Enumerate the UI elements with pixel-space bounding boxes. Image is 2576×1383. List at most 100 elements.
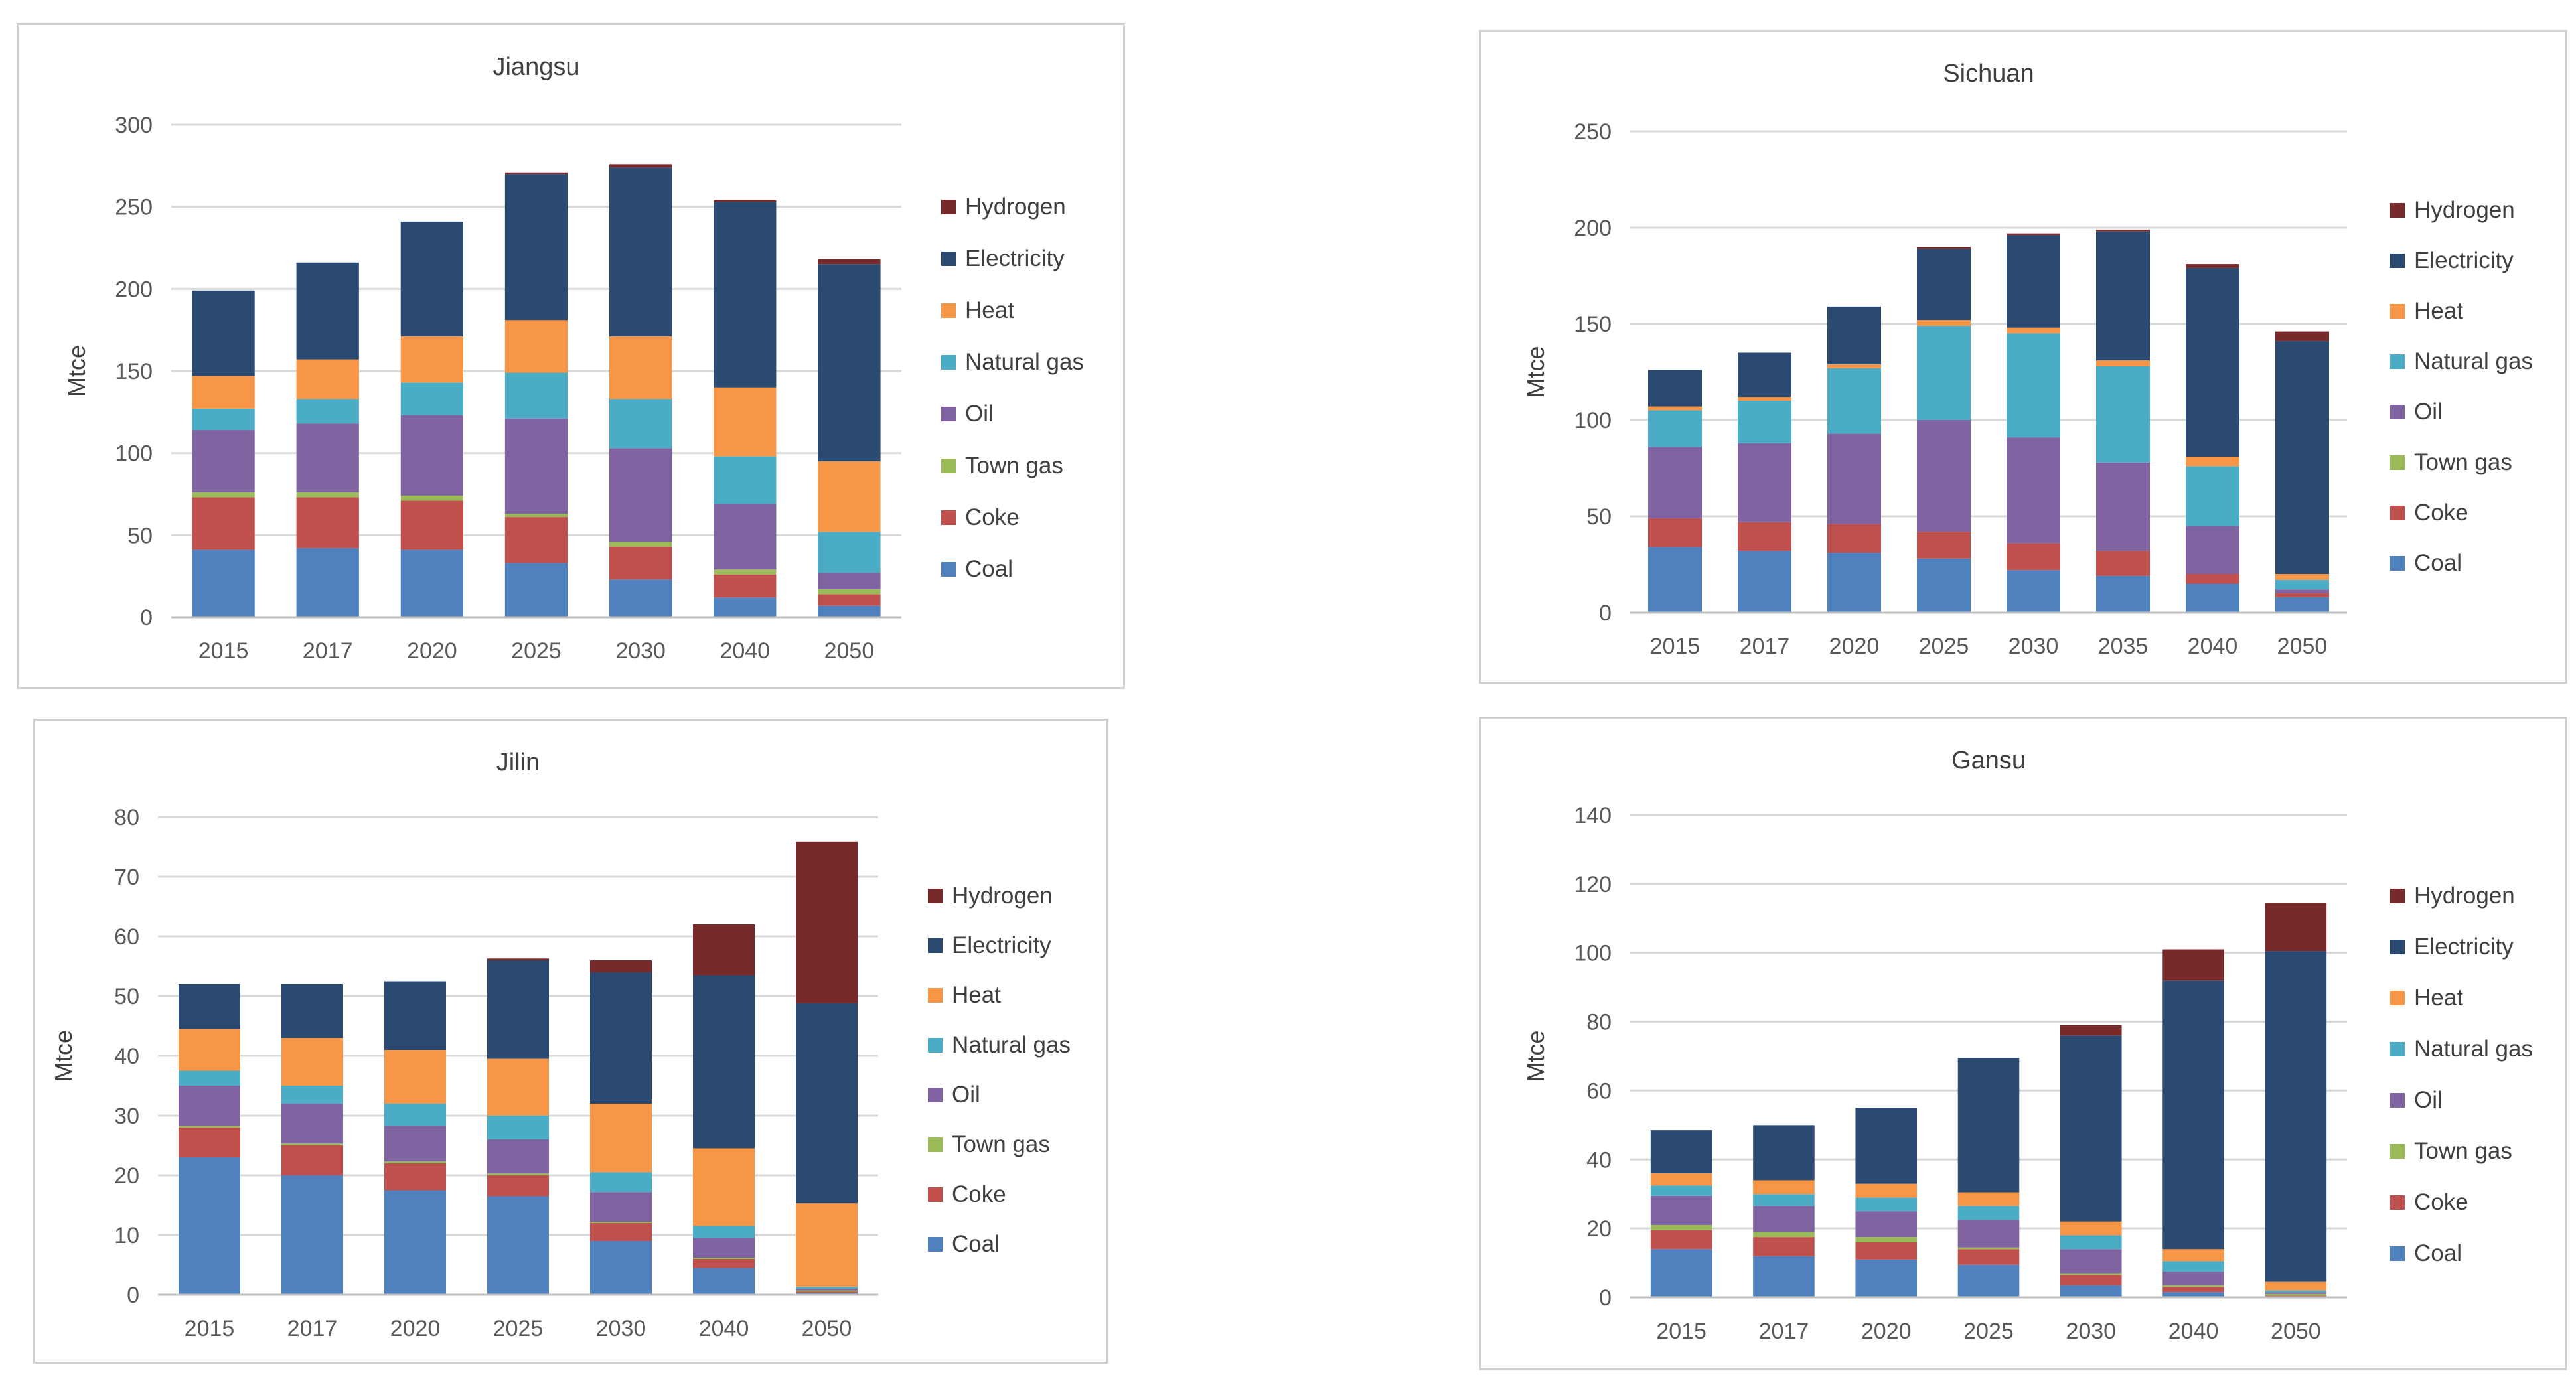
gansu-y-tick-label: 80 — [1586, 1010, 1612, 1035]
gansu-bar-hydrogen-2050 — [2265, 903, 2327, 952]
jiangsu-bar-hydrogen-2030 — [609, 164, 672, 168]
jilin-bar-coal-2040 — [693, 1268, 755, 1295]
sichuan-bar-hydrogen-2035 — [2096, 229, 2150, 232]
jiangsu-bar-coal-2040 — [714, 597, 777, 617]
jiangsu-bar-coke-2030 — [609, 546, 672, 580]
jilin-y-tick-label: 0 — [127, 1283, 139, 1308]
gansu-bar-town-gas-2015 — [1650, 1224, 1712, 1230]
sichuan-chart: Sichuan 0 50 100 150 200 250 Mtce 2015 2017 2020 20… — [1479, 30, 2567, 684]
gansu-bar-electricity-2050 — [2265, 951, 2327, 1282]
gansu-x-tick-label: 2025 — [1963, 1319, 2014, 1344]
sichuan-bar-coke-2035 — [2096, 551, 2150, 576]
jiangsu-bar-heat-2017 — [296, 359, 359, 400]
jilin-x-tick-label: 2017 — [287, 1316, 338, 1341]
jilin-bar-coal-2030 — [590, 1241, 652, 1295]
gansu-bar-natural-gas-2050 — [2265, 1290, 2327, 1293]
sichuan-legend-label-natural-gas: Natural gas — [2414, 348, 2533, 374]
gansu-x-tick-label: 2015 — [1656, 1319, 1706, 1344]
jiangsu-bar-heat-2015 — [192, 376, 255, 409]
jiangsu-bar-coke-2025 — [504, 517, 568, 563]
jilin-bar-hydrogen-2040 — [693, 924, 755, 976]
jiangsu-bar-electricity-2020 — [400, 221, 463, 337]
jiangsu-bar-hydrogen-2040 — [714, 200, 777, 202]
jiangsu-y-tick-label: 100 — [115, 441, 153, 467]
jiangsu-bar-coke-2015 — [192, 497, 255, 550]
gansu-chart-title: Gansu — [1951, 747, 2026, 774]
jilin-bar-natural-gas-2025 — [487, 1116, 549, 1139]
jilin-bar-heat-2025 — [487, 1058, 549, 1116]
gansu-bar-oil-2040 — [2162, 1272, 2224, 1285]
gansu-bar-coke-2040 — [2162, 1287, 2224, 1293]
jilin-bar-coke-2020 — [384, 1163, 446, 1191]
jiangsu-bar-heat-2030 — [609, 336, 672, 400]
sichuan-bar-hydrogen-2025 — [1917, 247, 1971, 249]
gansu-legend-label-hydrogen: Hydrogen — [2414, 883, 2515, 909]
jilin-legend-swatch-coke — [928, 1187, 943, 1202]
jilin-x-tick-label: 2020 — [390, 1316, 441, 1341]
sichuan-legend-swatch-heat — [2390, 304, 2405, 319]
jiangsu-legend-swatch-electricity — [941, 252, 956, 266]
sichuan-bar-heat-2050 — [2275, 574, 2329, 580]
jiangsu-bar-coal-2015 — [192, 549, 255, 617]
jilin-legend-label-coal: Coal — [952, 1231, 1000, 1257]
jiangsu-legend-label-hydrogen: Hydrogen — [965, 194, 1066, 220]
gansu-bar-coal-2025 — [1957, 1264, 2020, 1297]
jiangsu-bar-heat-2040 — [714, 387, 777, 457]
sichuan-legend-label-coal: Coal — [2414, 550, 2462, 576]
jiangsu-bar-oil-2040 — [714, 504, 777, 570]
jilin-y-tick-label: 30 — [114, 1104, 139, 1129]
sichuan-bar-coke-2025 — [1917, 532, 1971, 559]
gansu-legend-swatch-hydrogen — [2390, 889, 2405, 903]
sichuan-x-tick-label: 2025 — [1919, 634, 1969, 659]
jilin-bar-electricity-2040 — [693, 975, 755, 1149]
jilin-bar-oil-2020 — [384, 1126, 446, 1162]
jilin-bar-coke-2025 — [487, 1175, 549, 1197]
jiangsu-x-tick-label: 2030 — [615, 638, 666, 664]
sichuan-bar-coal-2040 — [2186, 583, 2239, 613]
gansu-bar-heat-2050 — [2265, 1281, 2327, 1291]
gansu-bar-oil-2050 — [2265, 1292, 2327, 1294]
jiangsu-y-tick-label: 150 — [115, 359, 153, 384]
sichuan-x-tick-label: 2035 — [2098, 634, 2149, 659]
sichuan-y-tick-label: 0 — [1599, 601, 1612, 626]
jilin-bar-heat-2020 — [384, 1050, 446, 1104]
jiangsu-legend-swatch-coke — [941, 510, 956, 525]
sichuan-bar-natural-gas-2035 — [2096, 366, 2150, 463]
jilin-bar-coke-2050 — [796, 1291, 858, 1293]
gansu-bar-heat-2040 — [2162, 1249, 2224, 1262]
jilin-bar-town-gas-2030 — [590, 1222, 652, 1223]
sichuan-bar-heat-2035 — [2096, 360, 2150, 366]
sichuan-bar-coke-2015 — [1648, 518, 1702, 547]
jilin-bar-electricity-2030 — [590, 972, 652, 1104]
gansu-y-tick-label: 40 — [1586, 1147, 1612, 1173]
gansu-bar-town-gas-2030 — [2060, 1273, 2122, 1275]
jilin-bar-town-gas-2015 — [179, 1126, 240, 1128]
sichuan-x-tick-label: 2020 — [1829, 634, 1880, 659]
sichuan-chart-title: Sichuan — [1943, 60, 2034, 88]
jilin-bar-coal-2025 — [487, 1196, 549, 1295]
sichuan-bar-coal-2030 — [2007, 570, 2060, 613]
jiangsu-bar-electricity-2030 — [609, 167, 672, 337]
sichuan-bar-heat-2020 — [1827, 364, 1881, 368]
jilin-bar-oil-2025 — [487, 1139, 549, 1174]
gansu-legend-label-electricity: Electricity — [2414, 934, 2514, 960]
gansu-bar-coal-2040 — [2162, 1292, 2224, 1297]
sichuan-bar-heat-2017 — [1738, 397, 1791, 401]
sichuan-legend-swatch-oil — [2390, 405, 2405, 419]
sichuan-legend-swatch-coal — [2390, 556, 2405, 571]
jiangsu-bar-coke-2050 — [818, 594, 881, 606]
jilin-bar-hydrogen-2050 — [796, 841, 858, 1003]
jiangsu-legend-swatch-natural-gas — [941, 355, 956, 370]
sichuan-bar-oil-2015 — [1648, 447, 1702, 518]
sichuan-legend-swatch-electricity — [2390, 254, 2405, 268]
jiangsu-bar-town-gas-2030 — [609, 542, 672, 547]
jilin-bar-oil-2017 — [281, 1104, 343, 1144]
jilin-bar-town-gas-2050 — [796, 1290, 858, 1292]
jilin-y-tick-label: 50 — [114, 984, 139, 1009]
jilin-x-tick-label: 2040 — [699, 1316, 749, 1341]
sichuan-y-tick-label: 200 — [1574, 216, 1612, 241]
gansu-bar-heat-2030 — [2060, 1221, 2122, 1236]
jiangsu-legend-swatch-town-gas — [941, 459, 956, 473]
gansu-x-tick-label: 2020 — [1861, 1319, 1912, 1344]
